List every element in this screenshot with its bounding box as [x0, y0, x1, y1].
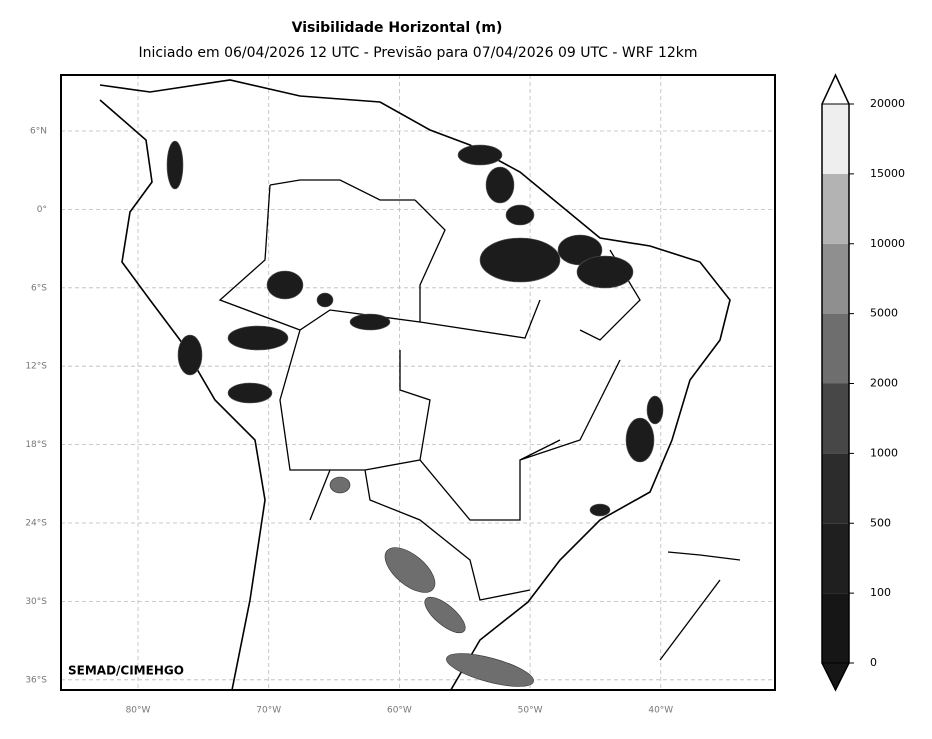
- low-visibility-area: [329, 476, 351, 494]
- map-layer: [99, 79, 741, 690]
- colorbar-segment: [822, 383, 849, 454]
- low-visibility-area: [227, 382, 273, 404]
- low-visibility-area: [625, 417, 655, 463]
- colorbar-segment: [822, 243, 849, 314]
- lat-label: 6°S: [31, 283, 47, 293]
- colorbar-tick-label: 2000: [870, 377, 898, 390]
- colorbar-segment: [822, 593, 849, 663]
- map-frame: [60, 74, 776, 691]
- lat-label: 24°S: [25, 519, 47, 529]
- colorbar-segment: [822, 313, 849, 384]
- low-visibility-area: [505, 204, 535, 226]
- low-visibility-area: [479, 237, 561, 283]
- lat-label: 18°S: [25, 440, 47, 450]
- lat-label: 6°N: [30, 127, 47, 137]
- lat-label: 36°S: [25, 675, 47, 685]
- low-visibility-area: [485, 166, 515, 204]
- colorbar-extend-high: [821, 73, 850, 105]
- low-visibility-area: [576, 255, 634, 289]
- lon-label: 40°W: [648, 706, 673, 716]
- low-visibility-area: [446, 653, 534, 687]
- subtitle: Iniciado em 06/04/2026 12 UTC - Previsão…: [138, 45, 697, 61]
- low-visibility-area: [316, 292, 334, 308]
- colorbar-extend-low: [821, 662, 850, 692]
- colorbar-segment: [822, 523, 849, 594]
- low-visibility-area: [646, 395, 664, 425]
- colorbar: 0 100 500 1000 2000 5000 10000 15000 20000: [821, 73, 905, 692]
- low-visibility-area: [457, 144, 503, 166]
- lat-label: 30°S: [25, 597, 47, 607]
- colorbar-tick-label: 20000: [870, 97, 905, 110]
- lon-label: 80°W: [126, 706, 151, 716]
- colorbar-segment: [822, 104, 849, 174]
- border: [659, 551, 741, 661]
- coastline: [99, 79, 731, 690]
- colorbar-tick-label: 500: [870, 516, 891, 529]
- colorbar-tick-label: 15000: [870, 167, 905, 180]
- low-visibility-area: [349, 313, 391, 331]
- lon-label: 60°W: [387, 706, 412, 716]
- low-visibility-area: [266, 270, 304, 300]
- low-visibility-area: [166, 140, 184, 190]
- colorbar-segment: [822, 173, 849, 244]
- low-visibility-area: [177, 334, 203, 376]
- colorbar-tick-label: 10000: [870, 237, 905, 250]
- low-visibility-area: [589, 503, 611, 517]
- border: [218, 179, 641, 601]
- lon-label: 70°W: [256, 706, 281, 716]
- title: Visibilidade Horizontal (m): [292, 20, 503, 36]
- grid: [61, 75, 775, 690]
- lon-label: 50°W: [518, 706, 543, 716]
- colorbar-segment: [822, 453, 849, 524]
- low-visibility-area: [424, 596, 466, 634]
- lat-label: 12°S: [25, 362, 47, 372]
- colorbar-tick-label: 100: [870, 586, 891, 599]
- lat-label: 0°: [37, 205, 47, 215]
- credit: SEMAD/CIMEHGO: [68, 664, 184, 678]
- low-visibility-area: [227, 325, 289, 351]
- low-visibility-area: [384, 547, 436, 593]
- colorbar-tick-label: 5000: [870, 307, 898, 320]
- colorbar-tick-label: 0: [870, 656, 877, 669]
- colorbar-tick-label: 1000: [870, 446, 898, 459]
